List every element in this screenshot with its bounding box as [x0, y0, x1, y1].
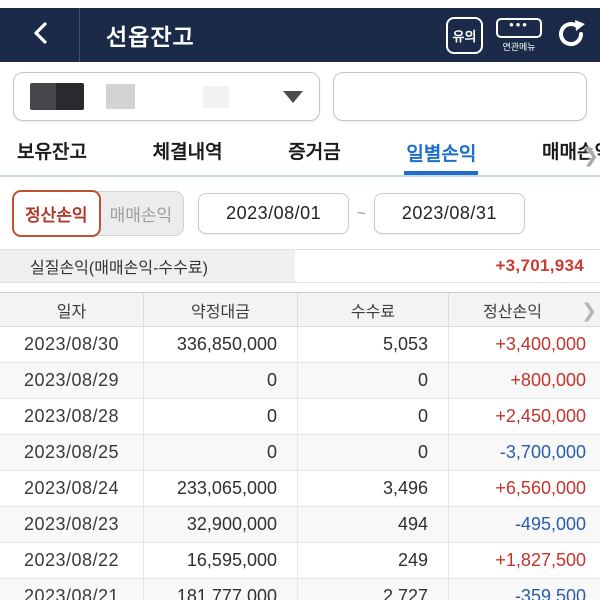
- cell-date: 2023/08/29: [23, 370, 120, 390]
- tab-trading-pl[interactable]: 매매손익: [542, 142, 600, 163]
- cell-amount: 336,850,000: [143, 327, 297, 362]
- cell-date: 2023/08/28: [23, 406, 120, 426]
- tab-holdings[interactable]: 보유잔고: [17, 142, 87, 163]
- cell-date: 2023/08/23: [23, 514, 120, 534]
- tabs-scroll-right-icon[interactable]: ❯: [583, 146, 599, 167]
- cell-fee: 5,053: [297, 327, 448, 362]
- account-type-redacted: [106, 84, 135, 109]
- cell-fee: 2,727: [297, 579, 448, 600]
- cell-pl: +800,000: [448, 363, 600, 398]
- cell-fee: 0: [297, 435, 448, 470]
- cell-amount: 233,065,000: [143, 471, 297, 506]
- cell-amount: 181,777,000: [143, 579, 297, 600]
- refresh-icon: [555, 18, 587, 53]
- cell-fee: 0: [297, 399, 448, 434]
- cell-date: 2023/08/21: [23, 586, 120, 600]
- refresh-button[interactable]: [555, 18, 587, 53]
- tab-margin[interactable]: 증거금: [288, 142, 341, 163]
- account-extra-redacted: [203, 85, 229, 108]
- table-body: 2023/08/30 336,850,000 5,053 +3,400,000 …: [0, 327, 600, 600]
- table-row[interactable]: 2023/08/28 0 0 +2,450,000: [0, 399, 600, 435]
- table-row[interactable]: 2023/08/22 16,595,000 249 +1,827,500: [0, 543, 600, 579]
- tab-daily-pl[interactable]: 일별손익: [404, 139, 478, 175]
- cell-pl: -495,000: [448, 507, 600, 542]
- page-title: 선옵잔고: [106, 24, 195, 50]
- filter-row: 정산손익 매매손익 2023/08/01 ~ 2023/08/31: [0, 177, 600, 248]
- table-row[interactable]: 2023/08/21 181,777,000 2,727 -359,500: [0, 579, 600, 600]
- table-row[interactable]: 2023/08/25 0 0 -3,700,000: [0, 435, 600, 471]
- settlement-pl-toggle[interactable]: 정산손익: [12, 190, 101, 237]
- cell-date: 2023/08/30: [23, 334, 120, 354]
- net-pl-summary: 실질손익(매매손익-수수료) +3,701,934: [0, 249, 600, 283]
- cell-fee: 494: [297, 507, 448, 542]
- col-header-fee: 수수료: [297, 293, 448, 326]
- cell-pl: -3,700,000: [448, 435, 600, 470]
- cell-amount: 0: [143, 435, 297, 470]
- date-range-separator: ~: [357, 205, 366, 222]
- table-row[interactable]: 2023/08/24 233,065,000 3,496 +6,560,000: [0, 471, 600, 507]
- status-strip: [0, 0, 600, 8]
- cell-amount: 0: [143, 399, 297, 434]
- cell-amount: 32,900,000: [143, 507, 297, 542]
- ellipsis-menu-icon: •••: [496, 17, 542, 38]
- cell-fee: 0: [297, 363, 448, 398]
- navbar-actions: 유의 ••• 연관메뉴: [446, 16, 600, 54]
- net-pl-value: +3,701,934: [495, 256, 584, 275]
- related-menu-button[interactable]: ••• 연관메뉴: [496, 17, 542, 53]
- cell-pl: +3,400,000: [448, 327, 600, 362]
- cell-pl: +1,827,500: [448, 543, 600, 578]
- navbar: 선옵잔고 유의 ••• 연관메뉴: [0, 8, 600, 62]
- account-selector-row: [0, 62, 600, 129]
- cell-amount: 16,595,000: [143, 543, 297, 578]
- cell-date: 2023/08/25: [23, 442, 120, 462]
- trading-pl-toggle[interactable]: 매매손익: [93, 191, 185, 236]
- account-number-redacted: [30, 83, 84, 110]
- table-row[interactable]: 2023/08/29 0 0 +800,000: [0, 363, 600, 399]
- back-button[interactable]: [0, 8, 80, 62]
- daily-pl-table: 일자 약정대금 수수료 정산손익 ❯ 2023/08/30 336,850,00…: [0, 292, 600, 600]
- related-menu-label: 연관메뉴: [502, 41, 536, 52]
- password-input[interactable]: [333, 72, 587, 121]
- notice-button[interactable]: 유의: [446, 16, 483, 54]
- date-to-field[interactable]: 2023/08/31: [373, 193, 525, 234]
- cell-date: 2023/08/22: [23, 550, 120, 570]
- table-scroll-right-icon[interactable]: ❯: [581, 301, 597, 322]
- cell-amount: 0: [143, 363, 297, 398]
- date-from-field[interactable]: 2023/08/01: [198, 193, 350, 234]
- cell-pl: +2,450,000: [448, 399, 600, 434]
- cell-fee: 249: [297, 543, 448, 578]
- cell-fee: 3,496: [297, 471, 448, 506]
- col-header-amount: 약정대금: [143, 293, 297, 326]
- table-header-row: 일자 약정대금 수수료 정산손익 ❯: [0, 292, 600, 327]
- col-header-date: 일자: [56, 303, 87, 321]
- table-row[interactable]: 2023/08/30 336,850,000 5,053 +3,400,000: [0, 327, 600, 363]
- net-pl-label: 실질손익(매매손익-수수료): [0, 250, 295, 282]
- dropdown-caret-icon: [283, 90, 303, 103]
- col-header-pl: 정산손익: [448, 293, 600, 326]
- tab-bar: 보유잔고 체결내역 증거금 일별손익 매매손익 ❯: [0, 137, 600, 177]
- account-dropdown[interactable]: [13, 72, 320, 121]
- cell-date: 2023/08/24: [23, 478, 120, 498]
- back-chevron-icon: [31, 21, 49, 50]
- tab-executions[interactable]: 체결내역: [152, 142, 223, 163]
- cell-pl: +6,560,000: [448, 471, 600, 506]
- cell-pl: -359,500: [448, 579, 600, 600]
- table-row[interactable]: 2023/08/23 32,900,000 494 -495,000: [0, 507, 600, 543]
